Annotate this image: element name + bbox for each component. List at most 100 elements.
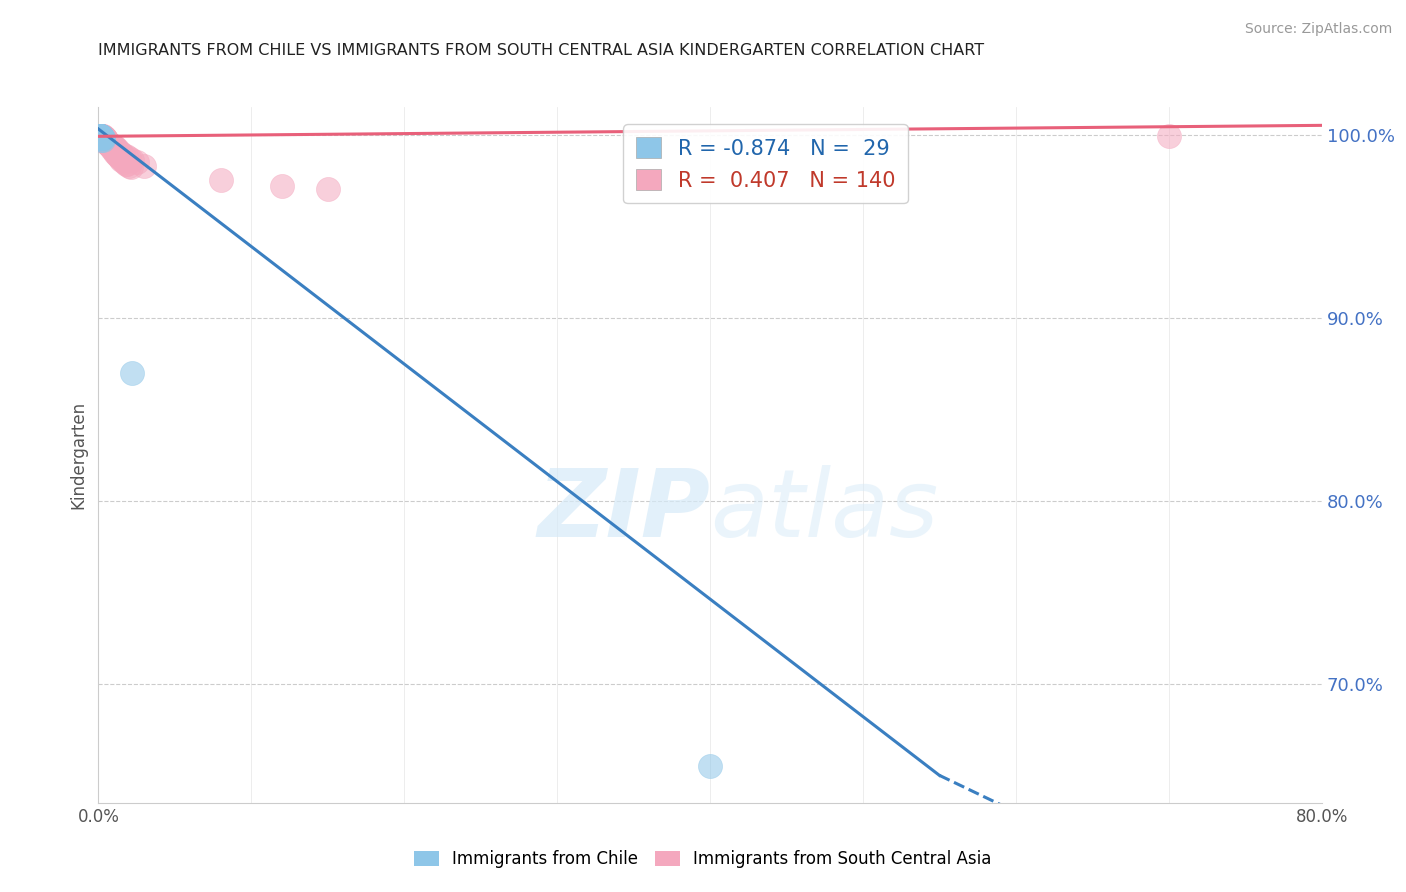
Point bbox=[108, 145, 131, 160]
Point bbox=[89, 129, 111, 144]
Point bbox=[699, 759, 721, 773]
Point bbox=[107, 145, 129, 160]
Point bbox=[110, 145, 132, 160]
Point bbox=[121, 153, 143, 168]
Point bbox=[91, 131, 114, 145]
Point bbox=[89, 129, 111, 144]
Point bbox=[89, 129, 111, 144]
Point bbox=[107, 144, 129, 158]
Point bbox=[120, 161, 142, 175]
Point bbox=[89, 129, 111, 144]
Point bbox=[90, 129, 112, 144]
Point bbox=[94, 135, 117, 149]
Point bbox=[89, 129, 111, 144]
Point bbox=[89, 129, 111, 144]
Point bbox=[90, 129, 112, 144]
Point bbox=[89, 129, 111, 144]
Point bbox=[105, 144, 128, 158]
Point bbox=[89, 129, 111, 144]
Point bbox=[97, 136, 120, 151]
Point bbox=[101, 140, 124, 154]
Point bbox=[90, 129, 112, 144]
Point bbox=[89, 129, 111, 144]
Point bbox=[89, 131, 111, 145]
Point bbox=[98, 136, 121, 151]
Point bbox=[100, 138, 122, 153]
Point bbox=[111, 153, 134, 168]
Point bbox=[89, 129, 111, 144]
Point bbox=[89, 129, 111, 144]
Point bbox=[101, 138, 124, 153]
Point bbox=[209, 173, 232, 187]
Point bbox=[118, 159, 141, 173]
Point bbox=[108, 151, 131, 165]
Point bbox=[91, 131, 114, 145]
Point bbox=[100, 138, 122, 153]
Point bbox=[90, 131, 112, 145]
Point bbox=[105, 144, 128, 158]
Point bbox=[316, 182, 339, 196]
Point bbox=[90, 129, 112, 144]
Y-axis label: Kindergarten: Kindergarten bbox=[69, 401, 87, 509]
Point bbox=[101, 140, 124, 154]
Point bbox=[91, 133, 114, 147]
Text: Source: ZipAtlas.com: Source: ZipAtlas.com bbox=[1244, 22, 1392, 37]
Point bbox=[89, 129, 111, 144]
Point bbox=[90, 129, 112, 144]
Point bbox=[105, 147, 128, 161]
Point bbox=[89, 129, 111, 144]
Point bbox=[89, 129, 111, 144]
Point bbox=[1157, 129, 1180, 144]
Point bbox=[93, 133, 115, 147]
Point bbox=[89, 129, 111, 144]
Point bbox=[94, 135, 117, 149]
Point bbox=[91, 129, 114, 144]
Point bbox=[90, 133, 112, 147]
Point bbox=[103, 140, 125, 154]
Point bbox=[97, 135, 120, 149]
Point bbox=[118, 151, 141, 165]
Point bbox=[107, 147, 129, 161]
Point bbox=[91, 131, 114, 145]
Point bbox=[97, 136, 120, 151]
Text: atlas: atlas bbox=[710, 465, 938, 556]
Point bbox=[89, 129, 111, 144]
Point bbox=[89, 129, 111, 144]
Point bbox=[89, 129, 111, 144]
Point bbox=[89, 129, 111, 144]
Point bbox=[90, 129, 112, 144]
Point bbox=[91, 131, 114, 145]
Point bbox=[91, 131, 114, 145]
Point bbox=[112, 155, 135, 169]
Point bbox=[93, 131, 115, 145]
Point bbox=[98, 136, 121, 151]
Point bbox=[91, 131, 114, 145]
Point bbox=[90, 129, 112, 144]
Point bbox=[90, 129, 112, 144]
Point bbox=[108, 149, 131, 163]
Point bbox=[90, 129, 112, 144]
Point bbox=[93, 133, 115, 147]
Point bbox=[117, 157, 139, 171]
Text: IMMIGRANTS FROM CHILE VS IMMIGRANTS FROM SOUTH CENTRAL ASIA KINDERGARTEN CORRELA: IMMIGRANTS FROM CHILE VS IMMIGRANTS FROM… bbox=[98, 43, 984, 58]
Point bbox=[90, 129, 112, 144]
Point bbox=[90, 129, 112, 144]
Point bbox=[90, 129, 112, 144]
Point bbox=[91, 129, 114, 144]
Point bbox=[110, 153, 132, 168]
Point bbox=[89, 129, 111, 144]
Point bbox=[90, 129, 112, 144]
Point bbox=[89, 129, 111, 144]
Point bbox=[89, 129, 111, 144]
Point bbox=[115, 149, 138, 163]
Point bbox=[103, 140, 125, 154]
Point bbox=[93, 133, 115, 147]
Point bbox=[93, 131, 115, 145]
Point bbox=[90, 129, 112, 144]
Point bbox=[89, 129, 111, 144]
Point bbox=[98, 136, 121, 151]
Point bbox=[89, 129, 111, 144]
Point bbox=[111, 147, 134, 161]
Point bbox=[89, 129, 111, 144]
Point bbox=[90, 129, 112, 144]
